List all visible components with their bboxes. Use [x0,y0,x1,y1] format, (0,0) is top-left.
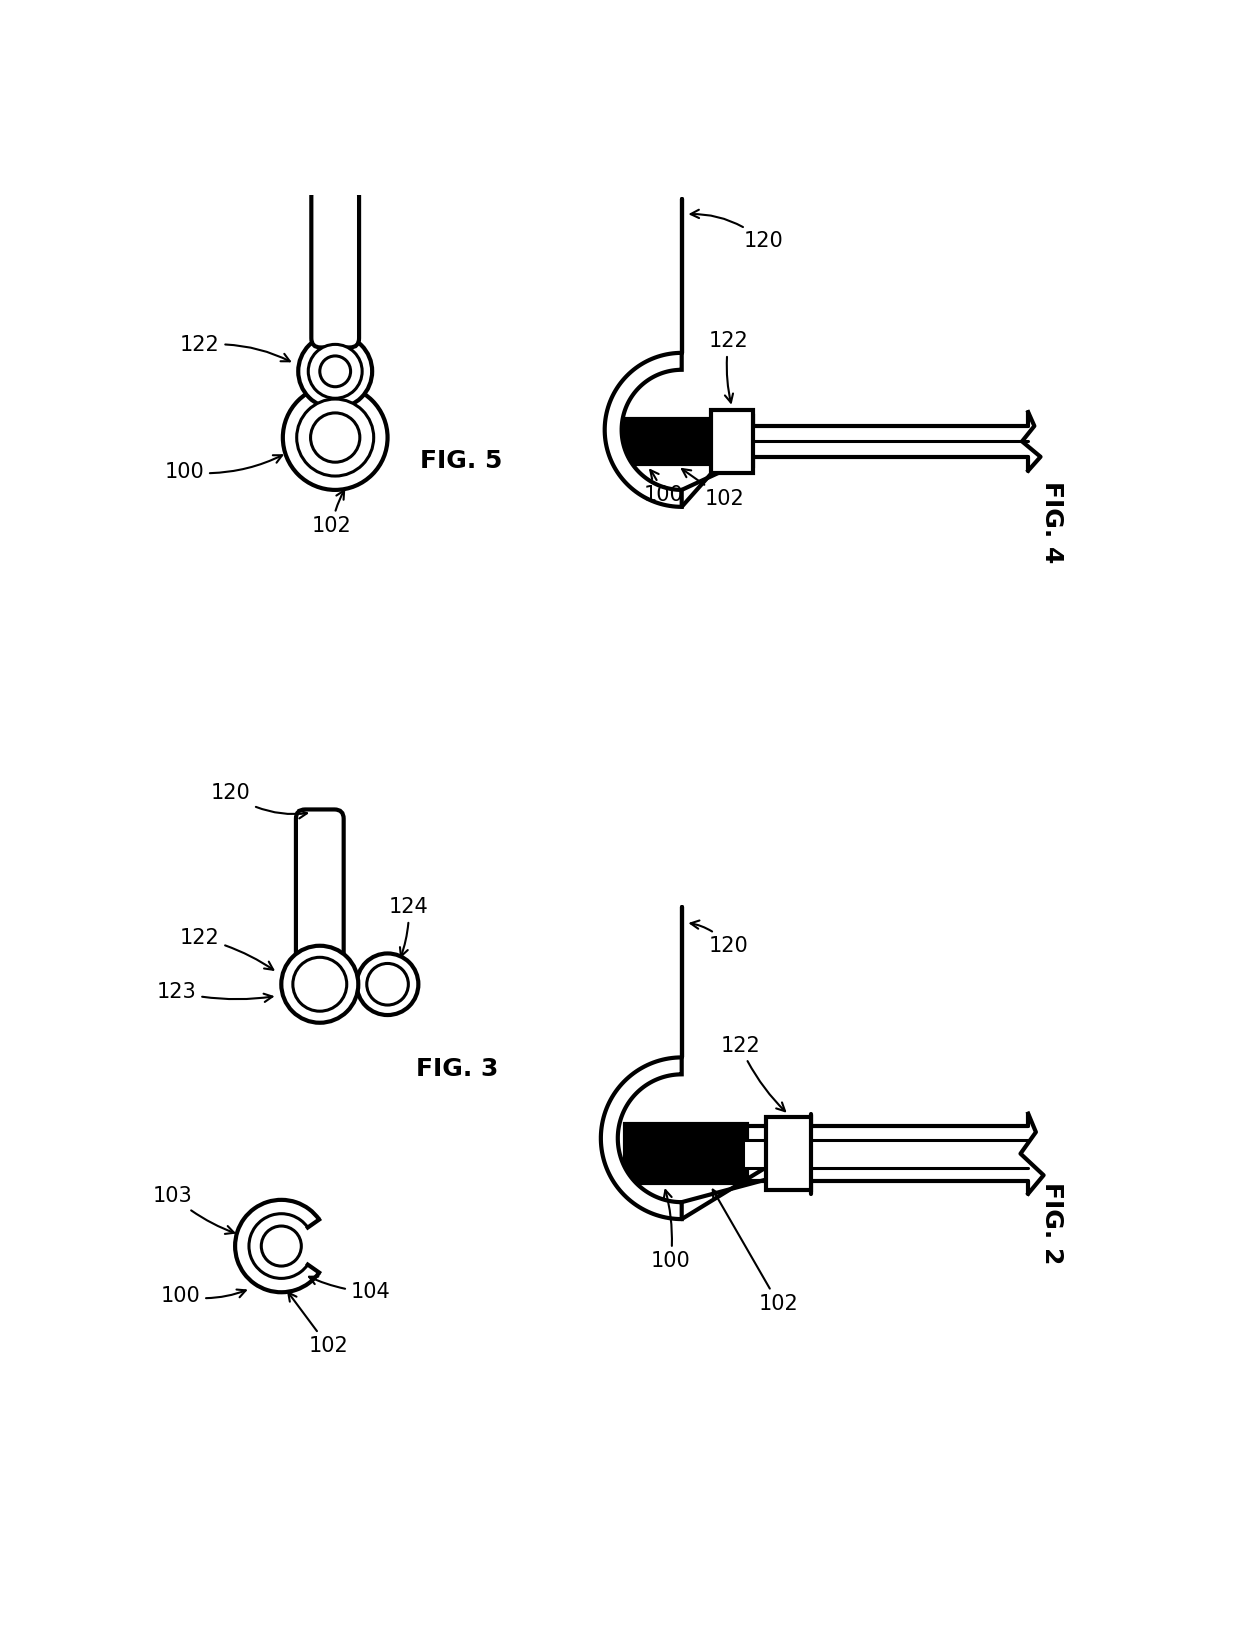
Text: FIG. 4: FIG. 4 [1040,481,1064,564]
Circle shape [299,335,372,408]
Text: 122: 122 [180,928,273,970]
Text: 120: 120 [211,783,308,819]
Text: 100: 100 [651,1190,691,1271]
Text: FIG. 2: FIG. 2 [1040,1181,1064,1264]
Text: 102: 102 [713,1190,799,1313]
Text: 122: 122 [180,335,290,361]
FancyBboxPatch shape [296,809,343,967]
Bar [625,1124,748,1183]
FancyBboxPatch shape [311,187,360,348]
Circle shape [320,356,351,387]
Text: 122: 122 [720,1035,785,1112]
Circle shape [310,413,360,461]
Text: 102: 102 [312,491,352,536]
Text: 124: 124 [389,897,429,957]
Circle shape [296,400,373,476]
Text: 102: 102 [682,470,744,509]
Circle shape [367,964,408,1004]
Bar [616,419,723,463]
Text: 100: 100 [165,455,283,483]
Polygon shape [601,1058,682,1219]
Circle shape [283,385,388,489]
Text: 100: 100 [161,1285,246,1306]
Text: 104: 104 [309,1277,391,1302]
Text: 102: 102 [288,1292,348,1357]
Circle shape [262,1225,301,1266]
Circle shape [357,954,418,1016]
Bar [766,1116,811,1190]
Bar [743,1139,774,1167]
Circle shape [281,946,358,1022]
Text: 123: 123 [156,982,273,1003]
Bar [711,410,754,473]
Text: 122: 122 [708,332,749,403]
Circle shape [293,957,347,1011]
Text: FIG. 5: FIG. 5 [420,449,502,473]
Text: 100: 100 [644,470,683,505]
Text: 103: 103 [153,1186,234,1233]
Text: FIG. 3: FIG. 3 [417,1056,498,1081]
Text: 120: 120 [691,210,782,252]
Polygon shape [605,353,682,507]
Text: 120: 120 [691,920,749,955]
Circle shape [309,344,362,398]
